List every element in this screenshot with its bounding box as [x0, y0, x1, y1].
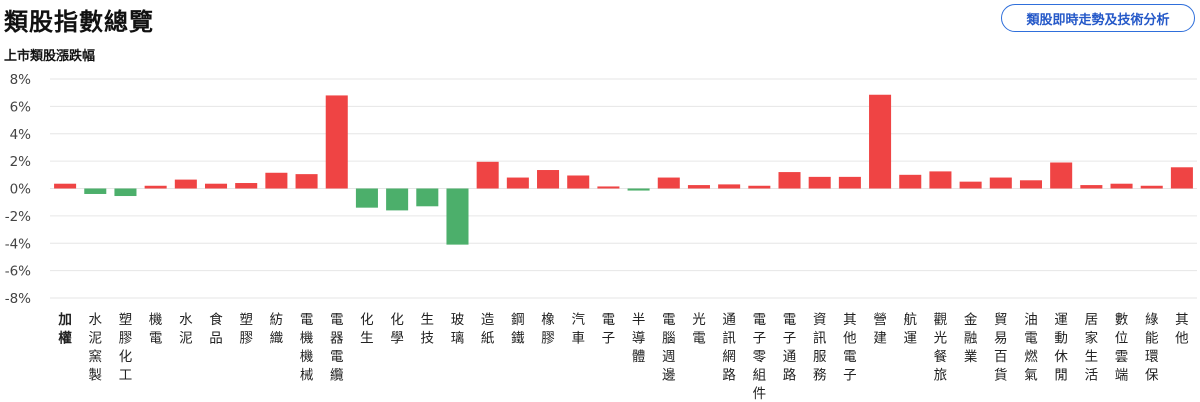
x-tick-label: 電子: [602, 312, 616, 347]
y-tick-label: -8%: [5, 291, 31, 307]
bar-25[interactable]: [808, 176, 831, 189]
page-title: 類股指數總覽: [4, 8, 154, 36]
x-tick-label: 貿易百貨: [994, 312, 1008, 384]
y-tick-label: 8%: [10, 72, 32, 88]
bar-7[interactable]: [265, 172, 288, 189]
bar-8[interactable]: [295, 174, 318, 189]
bar-27[interactable]: [869, 94, 892, 189]
x-tick-label: 半導體: [632, 312, 646, 365]
bar-1[interactable]: [84, 188, 107, 194]
x-tick-label: 塑膠化工: [119, 312, 133, 384]
bar-20[interactable]: [657, 177, 680, 189]
bar-2[interactable]: [114, 188, 137, 197]
x-tick-label: 電器電纜: [330, 312, 344, 384]
x-tick-label: 觀光餐旅: [934, 312, 948, 384]
bar-28[interactable]: [899, 174, 922, 189]
x-tick-label: 航運: [904, 312, 918, 347]
x-tick-label: 加權: [57, 312, 72, 347]
bar-17[interactable]: [567, 175, 590, 189]
bar-33[interactable]: [1050, 162, 1073, 189]
bar-35[interactable]: [1110, 183, 1133, 189]
bar-26[interactable]: [838, 176, 861, 189]
bar-12[interactable]: [416, 188, 439, 207]
x-tick-label: 其他電子: [843, 312, 857, 384]
x-tick-label: 金融業: [964, 312, 978, 365]
bar-14[interactable]: [476, 161, 499, 189]
x-tick-label: 紡織: [270, 312, 284, 347]
bar-3[interactable]: [144, 185, 167, 189]
bar-16[interactable]: [537, 170, 560, 189]
bar-19[interactable]: [627, 188, 650, 191]
x-tick-label: 電機機械: [300, 312, 314, 384]
bar-34[interactable]: [1080, 185, 1103, 189]
bar-9[interactable]: [325, 95, 348, 189]
x-tick-label: 鋼鐵: [511, 312, 525, 347]
bar-21[interactable]: [687, 185, 710, 189]
x-tick-label: 生技: [421, 312, 435, 347]
x-tick-label: 汽車: [571, 312, 585, 347]
x-tick-label: 食品: [209, 311, 223, 347]
bar-36[interactable]: [1140, 185, 1163, 189]
bar-37[interactable]: [1170, 167, 1193, 189]
x-tick-label: 光電: [692, 312, 706, 347]
bar-31[interactable]: [989, 177, 1012, 189]
chart-title: 上市類股漲跌幅: [4, 49, 96, 64]
x-tick-label: 電腦週邊: [662, 312, 676, 384]
x-tick-label: 造紙: [481, 312, 495, 347]
y-tick-label: 4%: [10, 127, 32, 143]
y-tick-label: 0%: [10, 182, 32, 198]
x-tick-label: 水泥: [179, 312, 193, 347]
x-tick-label: 電子通路: [783, 312, 797, 384]
x-tick-label: 化學: [390, 312, 404, 347]
x-tick-label: 運動休閒: [1054, 312, 1068, 384]
bar-5[interactable]: [204, 183, 228, 189]
x-tick-label: 其他: [1175, 312, 1189, 347]
y-tick-label: 2%: [10, 154, 32, 170]
x-tick-label: 水泥窯製: [89, 312, 103, 384]
x-tick-label: 居家生活: [1085, 312, 1099, 384]
x-tick-label: 橡膠: [541, 312, 555, 347]
x-tick-label: 油電燃氣: [1024, 312, 1038, 384]
y-tick-label: 6%: [10, 99, 32, 115]
bar-29[interactable]: [929, 171, 952, 189]
bar-22[interactable]: [718, 184, 741, 189]
x-tick-label: 綠能環保: [1145, 312, 1159, 384]
sector-analysis-button[interactable]: 類股即時走勢及技術分析: [1001, 4, 1195, 32]
y-tick-label: -2%: [5, 209, 31, 225]
y-tick-label: -4%: [5, 236, 31, 252]
bar-23[interactable]: [748, 185, 771, 189]
x-tick-label: 化生: [360, 312, 374, 347]
bar-10[interactable]: [355, 188, 378, 208]
bar-15[interactable]: [506, 177, 529, 189]
x-tick-label: 數位雲端: [1115, 312, 1129, 384]
bar-11[interactable]: [386, 188, 409, 211]
x-tick-label: 機電: [149, 312, 163, 347]
x-tick-label: 營建: [873, 312, 887, 347]
x-tick-label: 通訊網路: [722, 312, 736, 384]
bar-6[interactable]: [235, 183, 258, 189]
x-tick-label: 電子零組件: [753, 312, 767, 402]
bar-32[interactable]: [1019, 180, 1043, 189]
x-tick-label: 玻璃: [451, 312, 465, 347]
x-tick-label: 塑膠: [239, 312, 253, 347]
bar-4[interactable]: [174, 179, 197, 189]
bar-30[interactable]: [959, 181, 982, 189]
bar-13[interactable]: [446, 188, 469, 245]
x-tick-label: 資訊服務: [813, 312, 827, 384]
bar-0[interactable]: [54, 183, 77, 189]
y-tick-label: -6%: [5, 264, 31, 280]
bar-18[interactable]: [597, 186, 620, 189]
bar-24[interactable]: [778, 172, 801, 189]
